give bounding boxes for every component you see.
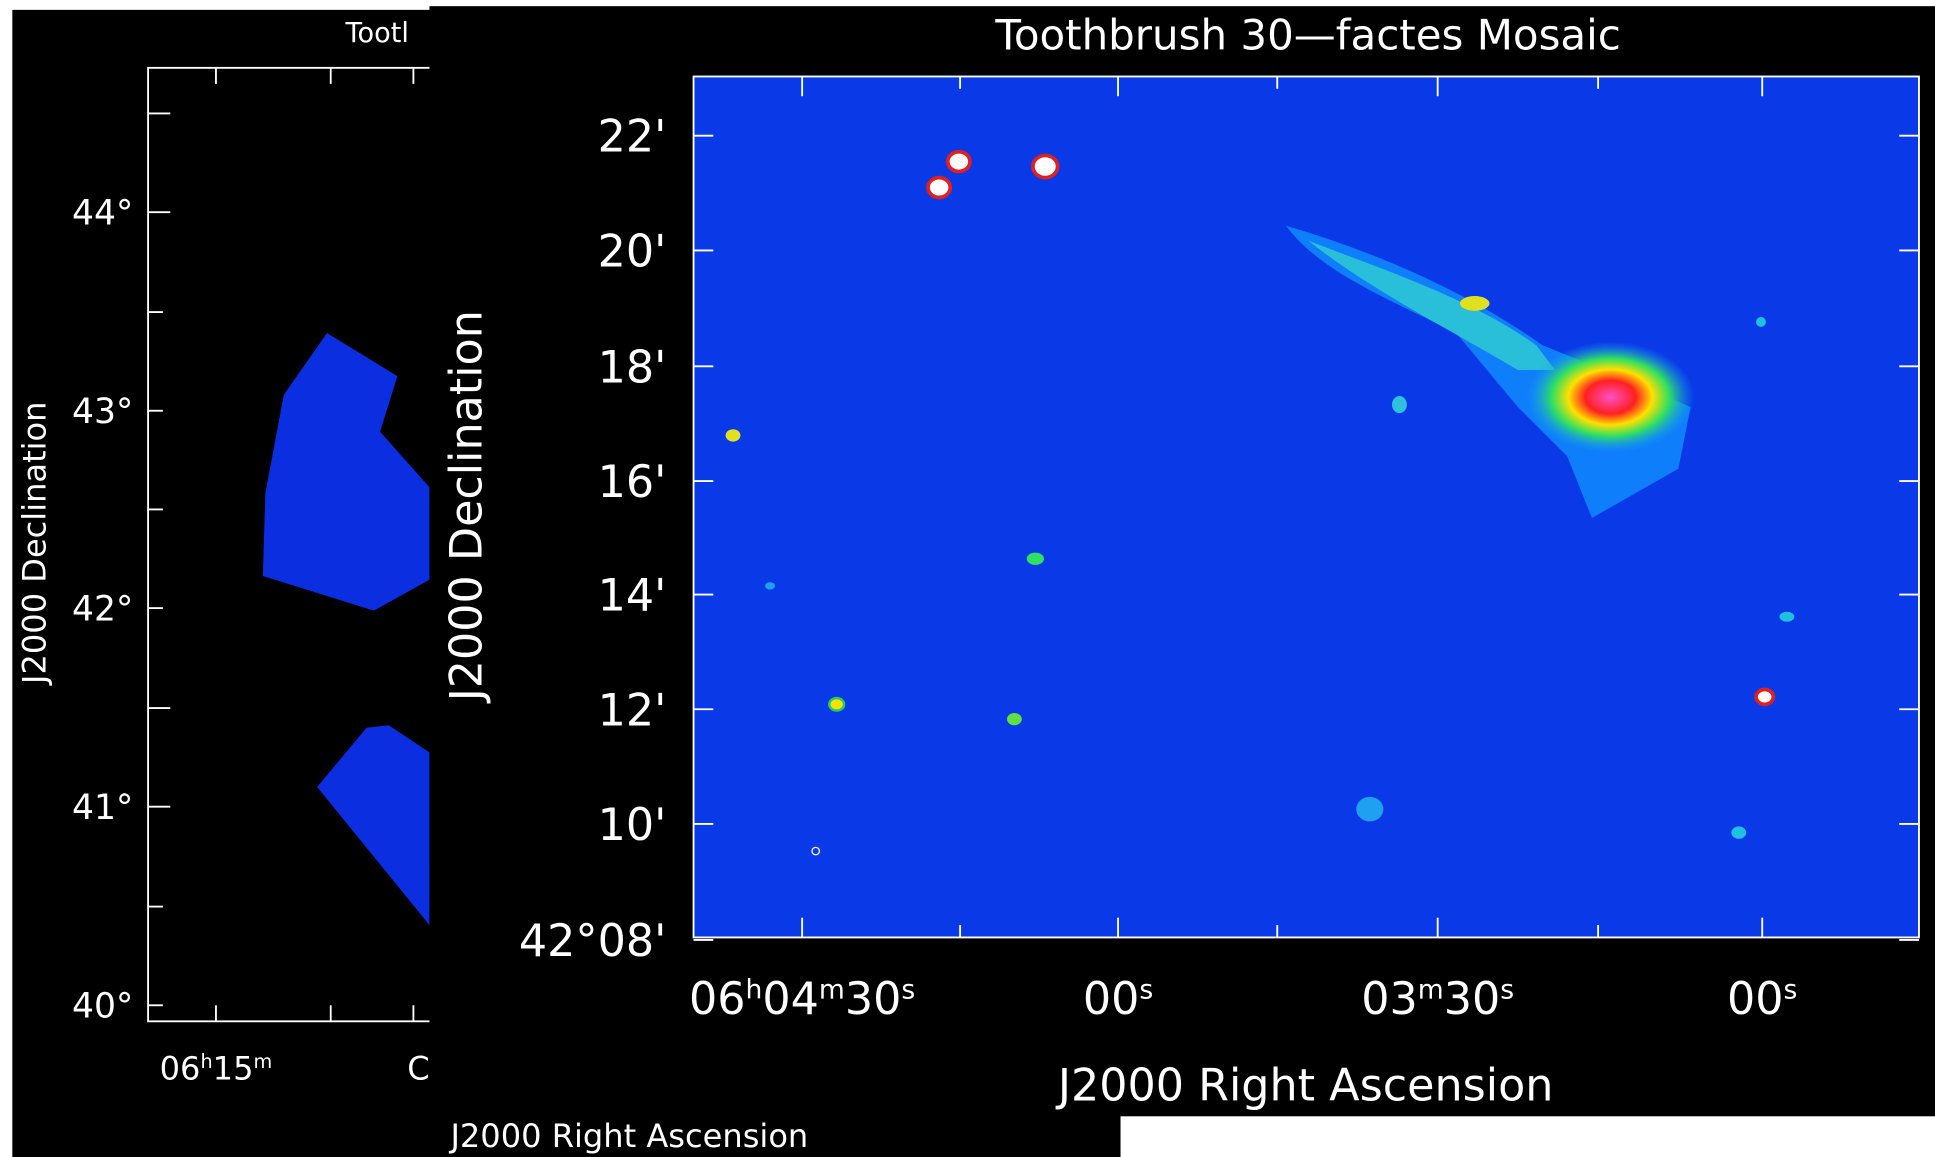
source <box>1007 713 1022 725</box>
y-tick-label: 44° <box>72 193 133 233</box>
slide: 44°43°42°41°40°06h15mC Tootl J2000 Right… <box>0 0 1935 1157</box>
y-tick-label: 18' <box>598 342 667 393</box>
source <box>765 582 775 589</box>
front-y-label: J2000 Declination <box>441 310 492 704</box>
tick-text: C <box>407 1049 429 1087</box>
tick-superscript: m <box>254 1050 273 1073</box>
source <box>1392 396 1407 413</box>
tick-superscript: s <box>1139 974 1153 1005</box>
y-tick-label: 14' <box>598 571 667 622</box>
image-background <box>694 76 1919 937</box>
source <box>948 152 970 172</box>
tick-superscript: s <box>1500 974 1514 1005</box>
tick-text: 30 <box>845 974 902 1025</box>
y-tick-label: 42°08' <box>519 916 666 967</box>
y-tick-label: 41° <box>72 788 133 828</box>
source <box>1033 155 1058 177</box>
y-tick-label: 42° <box>72 589 133 629</box>
source <box>1756 317 1766 327</box>
tick-text: 06 <box>160 1049 201 1087</box>
page: 44°43°42°41°40°06h15mC Tootl J2000 Right… <box>0 0 1935 1157</box>
source <box>1027 553 1044 565</box>
tick-superscript: m <box>1418 974 1444 1005</box>
source <box>1731 826 1746 838</box>
y-tick-label: 40° <box>72 987 133 1027</box>
y-tick-label: 20' <box>598 226 667 277</box>
tick-text: 00 <box>1727 974 1784 1025</box>
source <box>1756 690 1773 705</box>
y-tick-label: 43° <box>72 392 133 432</box>
page-number: 2 <box>1923 1128 1935 1157</box>
tick-text: 04 <box>762 974 819 1025</box>
y-tick-label: 12' <box>598 685 667 736</box>
source <box>1780 612 1795 622</box>
tick-superscript: m <box>819 974 845 1005</box>
tick-superscript: s <box>901 974 915 1005</box>
radio-image <box>694 76 1919 937</box>
source <box>1356 797 1383 822</box>
source <box>726 429 741 441</box>
relic-head <box>1527 342 1695 453</box>
tick-superscript: h <box>746 974 763 1005</box>
back-title: Tootl <box>345 18 409 49</box>
front-x-label: J2000 Right Ascension <box>1055 1060 1554 1111</box>
source <box>928 178 950 198</box>
tick-text: 03 <box>1361 974 1418 1025</box>
back-y-label: J2000 Declination <box>16 402 54 686</box>
tick-text: 15 <box>213 1049 254 1087</box>
source <box>829 698 844 710</box>
y-tick-label: 22' <box>598 112 667 163</box>
tick-text: 00 <box>1083 974 1140 1025</box>
tick-superscript: s <box>1784 974 1798 1005</box>
tick-superscript: h <box>200 1050 212 1073</box>
relic-knot <box>1460 296 1490 311</box>
x-tick-label: C <box>407 1049 429 1087</box>
front-title: Toothbrush 30—factes Mosaic <box>994 10 1621 59</box>
back-x-label: J2000 Right Ascension <box>448 1117 808 1155</box>
y-tick-label: 10' <box>598 800 667 851</box>
x-tick-label: 06h04m30s <box>689 974 915 1025</box>
tick-text: 30 <box>1444 974 1501 1025</box>
y-tick-label: 16' <box>598 457 667 508</box>
tick-text: 06 <box>689 974 746 1025</box>
